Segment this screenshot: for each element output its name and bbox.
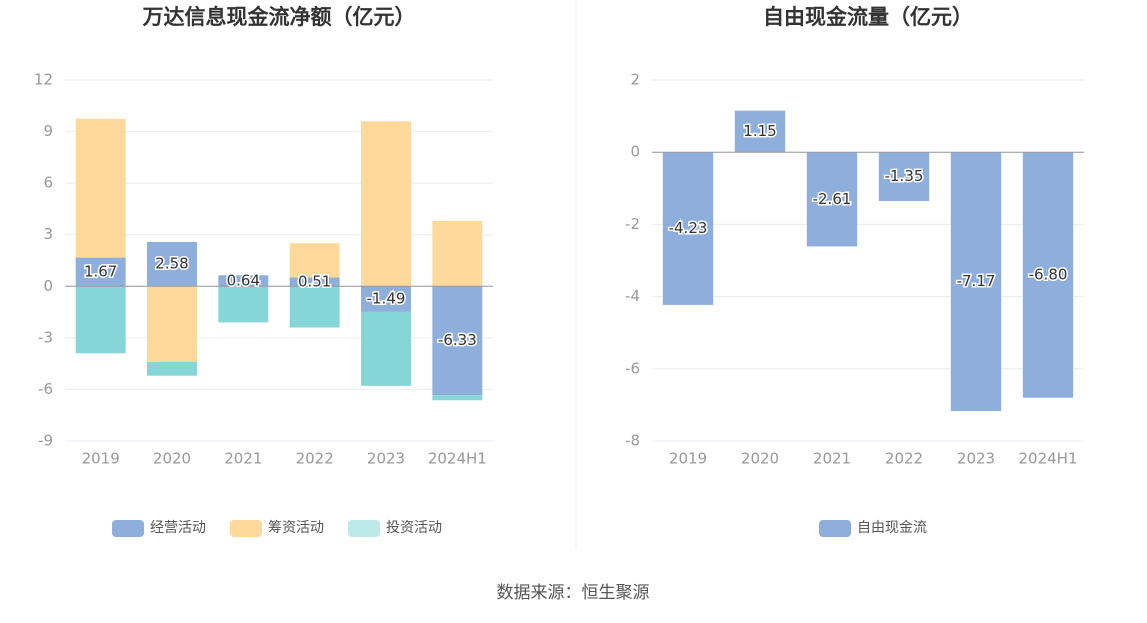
y-tick-label: -2 bbox=[625, 215, 640, 233]
bar bbox=[289, 243, 340, 278]
legend-label: 经营活动 bbox=[150, 520, 206, 536]
bar bbox=[1022, 152, 1074, 398]
legend-label: 投资活动 bbox=[386, 520, 442, 536]
y-tick-label: 0 bbox=[630, 143, 640, 161]
legend-swatch bbox=[112, 520, 144, 537]
bar bbox=[289, 277, 340, 287]
bar bbox=[432, 220, 483, 287]
legend-swatch bbox=[819, 520, 851, 537]
bar bbox=[147, 286, 197, 362]
bar bbox=[734, 110, 786, 153]
x-tick-label: 2023 bbox=[957, 450, 995, 468]
y-tick-label: 3 bbox=[43, 225, 53, 243]
bar bbox=[950, 152, 1002, 412]
value-label: -6.80 bbox=[1029, 265, 1068, 283]
y-tick-label: -3 bbox=[38, 328, 53, 346]
bar bbox=[75, 118, 126, 258]
y-tick-label: 12 bbox=[34, 71, 53, 89]
y-tick-label: -9 bbox=[38, 432, 53, 450]
y-tick-label: 0 bbox=[43, 277, 53, 295]
x-tick-label: 2024H1 bbox=[1019, 450, 1078, 468]
value-label: -6.33 bbox=[438, 331, 477, 349]
bar bbox=[361, 311, 411, 386]
legend-swatch bbox=[230, 520, 262, 537]
bar bbox=[147, 241, 197, 287]
value-label: -1.35 bbox=[885, 167, 924, 185]
value-label: -1.49 bbox=[367, 290, 406, 308]
source: 数据来源：恒生聚源 bbox=[497, 583, 650, 603]
y-tick-label: -6 bbox=[625, 359, 640, 377]
bar bbox=[662, 152, 714, 305]
value-label: 1.67 bbox=[84, 262, 117, 280]
bar bbox=[218, 286, 269, 323]
chart-title: 自由现金流量（亿元） bbox=[763, 5, 973, 29]
y-tick-label: 2 bbox=[630, 71, 640, 89]
legend-label: 筹资活动 bbox=[268, 519, 324, 536]
value-label: -2.61 bbox=[813, 190, 852, 208]
bar bbox=[806, 152, 858, 247]
bar bbox=[432, 286, 483, 396]
bar bbox=[289, 286, 340, 328]
y-tick-label: -8 bbox=[625, 432, 640, 450]
value-label: 1.15 bbox=[743, 122, 776, 140]
x-tick-label: 2019 bbox=[82, 450, 120, 468]
value-label: -4.23 bbox=[669, 219, 708, 237]
y-tick-label: -6 bbox=[38, 380, 53, 398]
bar bbox=[361, 121, 411, 287]
x-tick-label: 2020 bbox=[153, 450, 191, 468]
bar bbox=[75, 286, 126, 354]
value-label: 2.58 bbox=[155, 255, 188, 273]
value-label: 0.51 bbox=[298, 272, 331, 290]
bar bbox=[361, 286, 411, 312]
x-tick-label: 2023 bbox=[367, 450, 405, 468]
value-label: -7.17 bbox=[957, 272, 996, 290]
x-tick-label: 2021 bbox=[813, 450, 851, 468]
bar bbox=[218, 275, 269, 287]
x-tick-label: 2022 bbox=[885, 450, 923, 468]
chart-title: 万达信息现金流净额（亿元） bbox=[142, 5, 416, 29]
x-tick-label: 2024H1 bbox=[428, 450, 487, 468]
bar bbox=[75, 257, 126, 287]
legend-swatch bbox=[348, 520, 380, 537]
bar bbox=[878, 152, 930, 201]
value-label: 0.64 bbox=[227, 271, 260, 289]
y-tick-label: 6 bbox=[43, 174, 53, 192]
legend-label: 自由现金流 bbox=[857, 520, 927, 536]
y-tick-label: 9 bbox=[43, 122, 53, 140]
x-tick-label: 2022 bbox=[296, 450, 334, 468]
bar bbox=[432, 395, 483, 401]
x-tick-label: 2020 bbox=[741, 450, 779, 468]
x-tick-label: 2021 bbox=[224, 450, 262, 468]
bar bbox=[147, 361, 197, 376]
x-tick-label: 2019 bbox=[669, 450, 707, 468]
y-tick-label: -4 bbox=[625, 287, 640, 305]
